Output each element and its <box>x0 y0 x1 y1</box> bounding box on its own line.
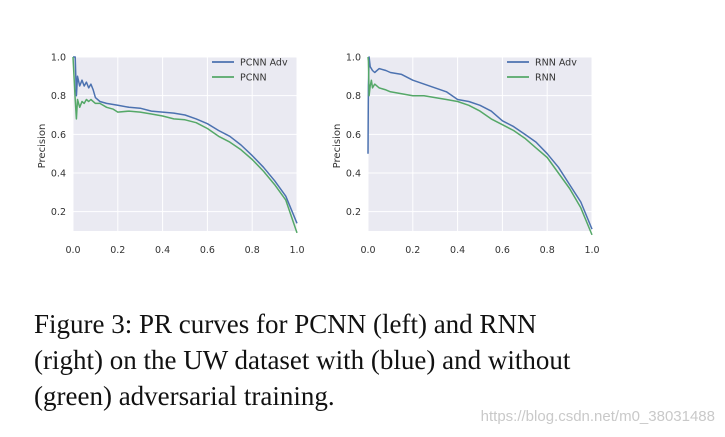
x-tick-label: 0.2 <box>110 245 125 256</box>
x-tick-label: 0.0 <box>360 245 375 256</box>
x-tick-label: 0.4 <box>450 245 465 256</box>
series-line-pcnn-adv <box>73 56 298 224</box>
x-tick-label: 0.6 <box>200 245 215 256</box>
legend-label: PCNN Adv <box>240 58 288 69</box>
figure-caption: Figure 3: PR curves for PCNN (left) and … <box>34 306 634 414</box>
plot-background <box>368 57 592 231</box>
caption-line-3: (green) adversarial training. <box>34 381 335 411</box>
x-tick-label: 1.0 <box>584 245 599 256</box>
y-tick-label: 0.4 <box>51 169 66 180</box>
y-tick-label: 1.0 <box>346 53 361 64</box>
rnn-pr-chart: 0.0 0.2 0.4 0.6 0.8 1.0 0.2 0.4 0.6 0.8 1.0 Precisi… <box>332 53 600 257</box>
plot-background <box>73 57 297 231</box>
y-tick-label: 0.8 <box>346 91 361 102</box>
y-tick-label: 1.0 <box>51 53 66 64</box>
x-tick-label: 0.4 <box>155 245 170 256</box>
series-line-rnn-adv <box>367 56 593 230</box>
y-axis-label: Precision <box>332 124 343 169</box>
y-axis-label: Precision <box>37 124 48 169</box>
y-tick-label: 0.2 <box>51 207 66 218</box>
caption-line-1: Figure 3: PR curves for PCNN (left) and … <box>34 309 537 339</box>
series-line-pcnn <box>72 56 298 234</box>
x-tick-label: 1.0 <box>289 245 304 256</box>
y-tick-label: 0.2 <box>346 207 361 218</box>
caption-line-2: (right) on the UW dataset with (blue) an… <box>34 345 571 375</box>
x-tick-label: 0.6 <box>495 245 510 256</box>
x-tick-label: 0.2 <box>405 245 420 256</box>
legend-label: RNN Adv <box>535 58 577 69</box>
legend-label: PCNN <box>240 73 267 84</box>
watermark-url: https://blog.csdn.net/m0_38031488 <box>480 408 715 425</box>
figure-pr-curves: 0.0 0.2 0.4 0.6 0.8 1.0 0.2 0.4 0.6 0.8 1.0 Precisi… <box>37 53 600 257</box>
x-tick-label: 0.8 <box>540 245 555 256</box>
x-tick-label: 0.0 <box>65 245 80 256</box>
y-tick-label: 0.4 <box>346 169 361 180</box>
y-tick-label: 0.6 <box>346 130 361 141</box>
y-tick-label: 0.8 <box>51 91 66 102</box>
series-line-rnn <box>367 56 593 236</box>
pcnn-pr-chart: 0.0 0.2 0.4 0.6 0.8 1.0 0.2 0.4 0.6 0.8 1.0 Precisi… <box>37 53 305 257</box>
legend-label: RNN <box>535 73 556 84</box>
y-tick-label: 0.6 <box>51 130 66 141</box>
x-tick-label: 0.8 <box>245 245 260 256</box>
